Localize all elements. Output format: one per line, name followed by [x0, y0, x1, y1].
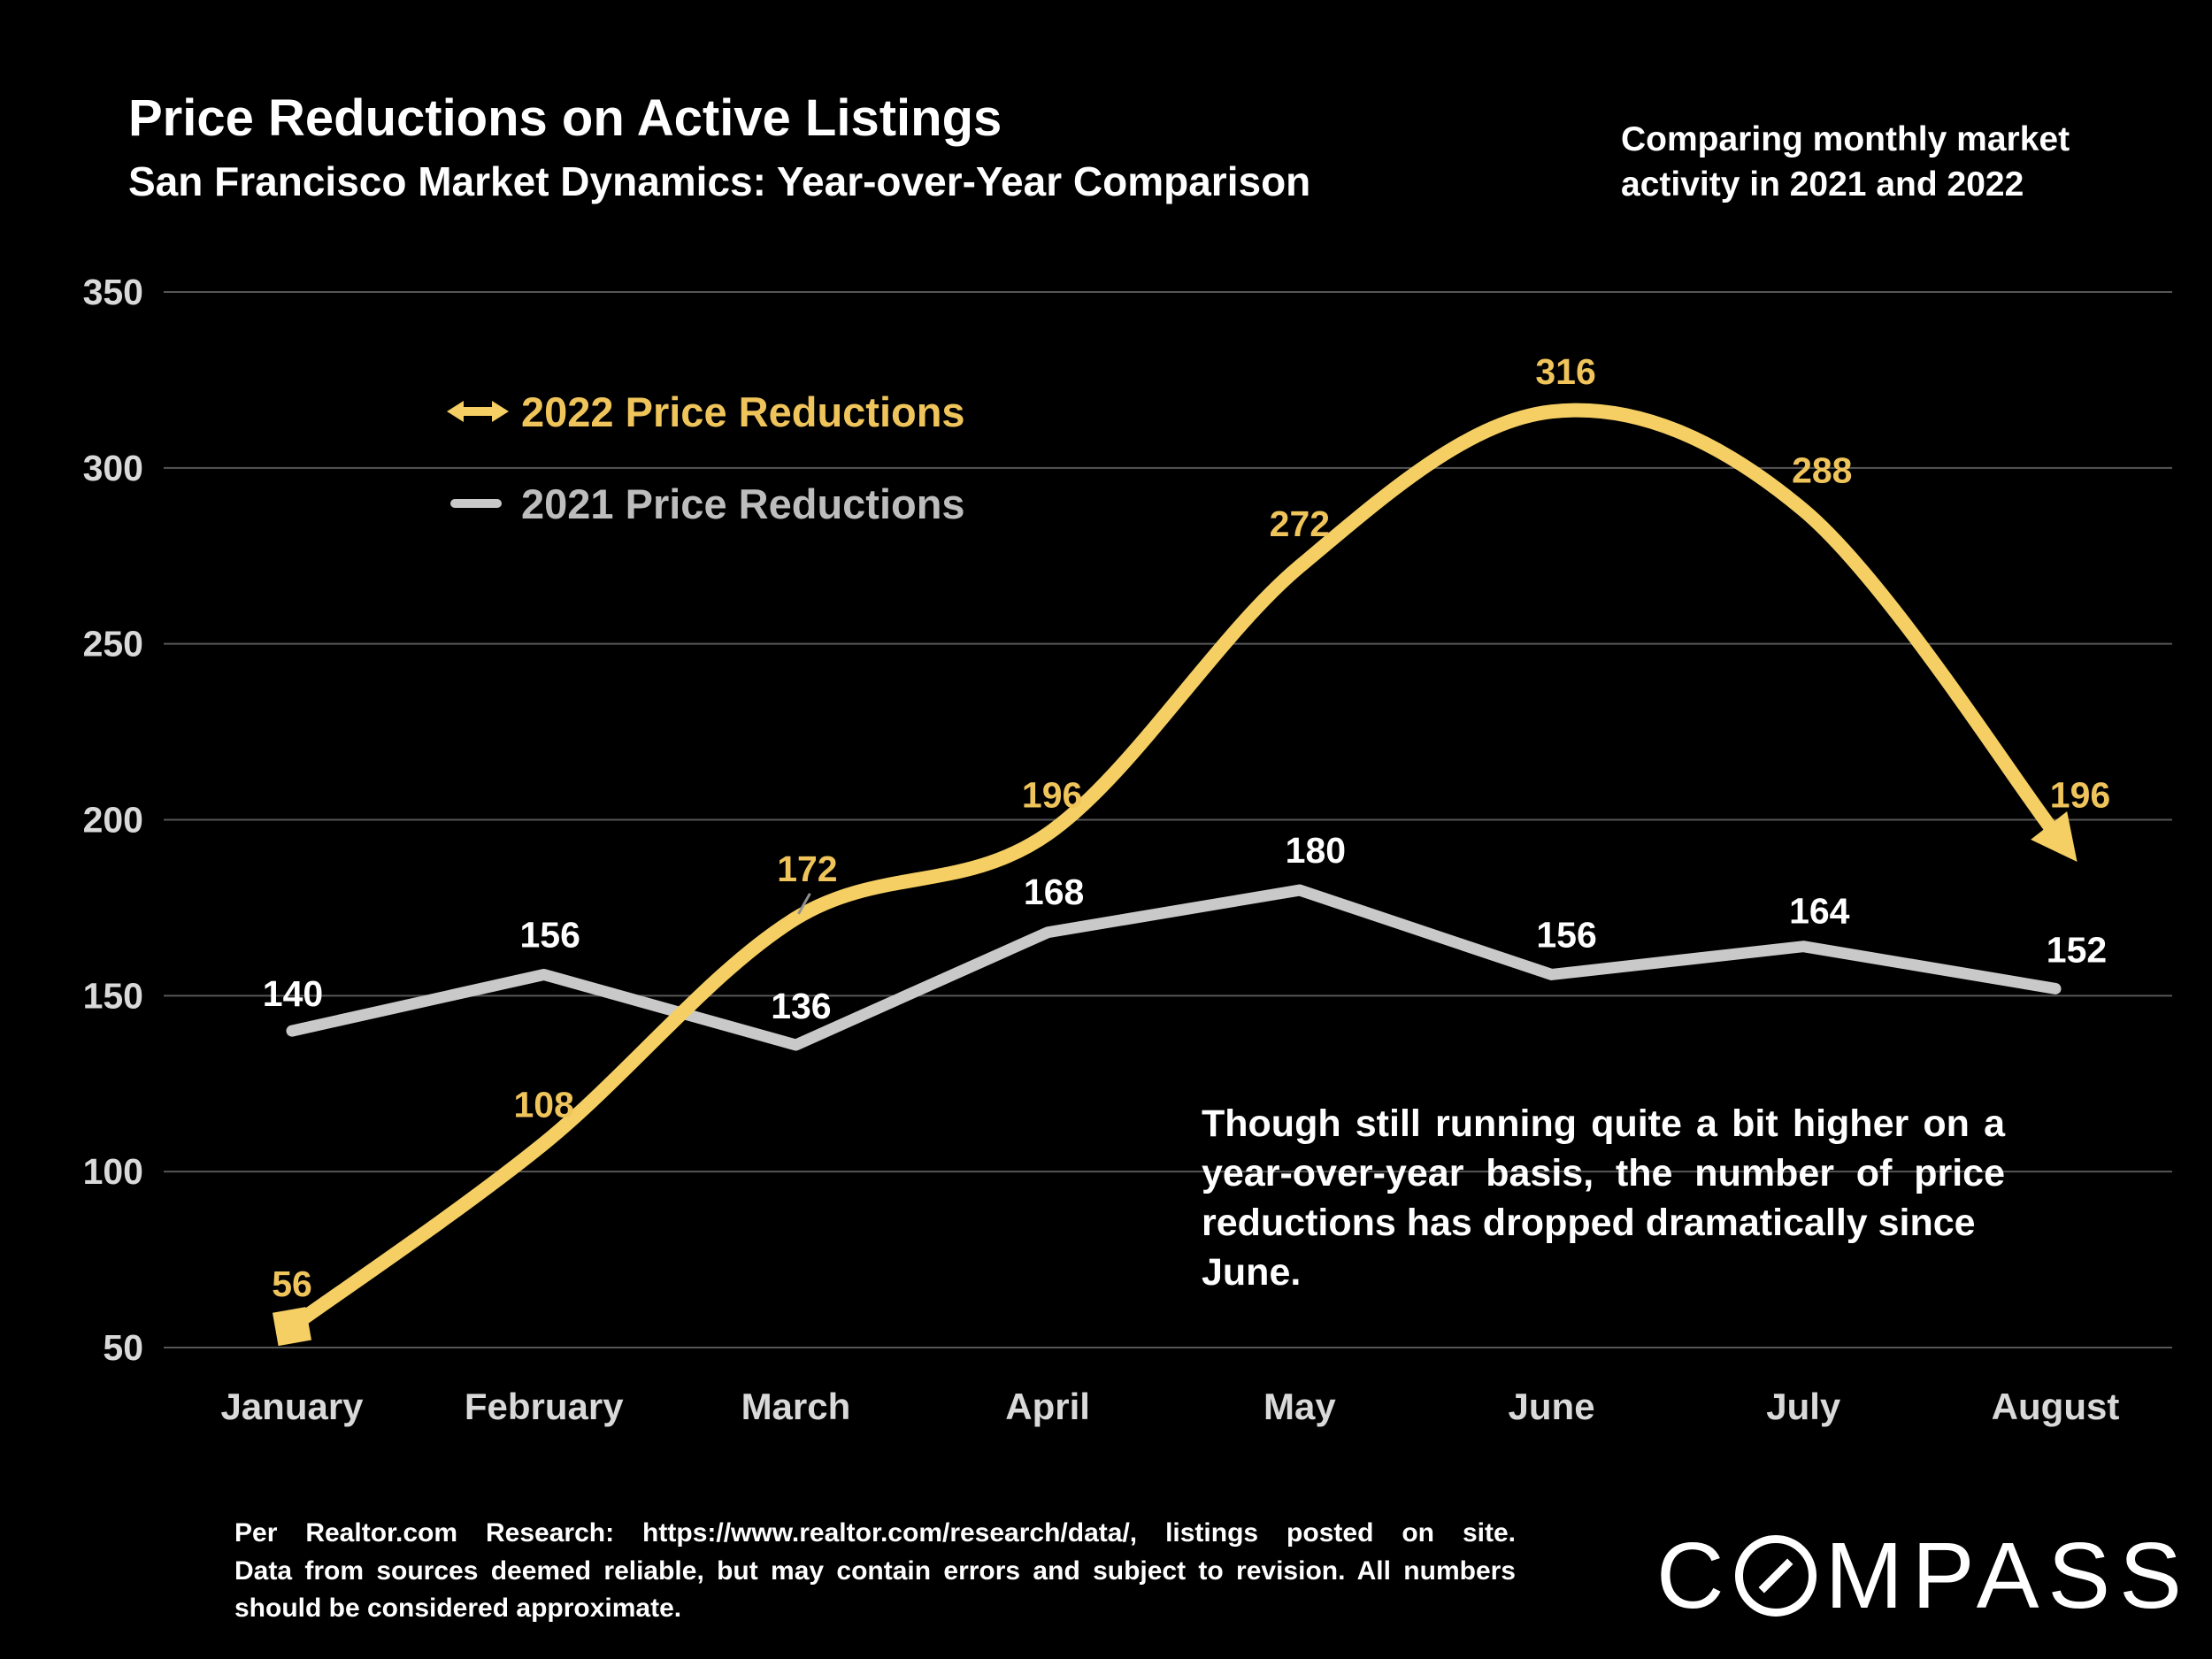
- footer-line: Per Realtor.com Research: https://www.re…: [234, 1518, 1516, 1548]
- legend-item-2022: 2022 Price Reductions: [447, 379, 965, 444]
- legend-label-2022: 2022 Price Reductions: [521, 388, 965, 435]
- logo-letters-mpass: MPASS: [1824, 1524, 2191, 1628]
- data-label-2022: 316: [1535, 351, 1595, 392]
- data-label-2021: 168: [1024, 872, 1084, 912]
- legend: 2022 Price Reductions 2021 Price Reducti…: [447, 379, 965, 563]
- dash-icon: [450, 499, 502, 508]
- compass-logo: C MPASS: [1656, 1529, 2191, 1623]
- legend-item-2021: 2021 Price Reductions: [447, 471, 965, 536]
- data-label-2022: 56: [272, 1263, 312, 1304]
- line-2022: [285, 403, 2062, 1334]
- y-axis-tick-label: 50: [103, 1327, 143, 1368]
- source-disclaimer: Per Realtor.com Research: https://www.re…: [234, 1515, 1516, 1628]
- x-axis-month-label: January: [220, 1386, 364, 1427]
- x-axis-month-label: April: [1005, 1386, 1090, 1427]
- x-axis-month-label: February: [465, 1386, 624, 1427]
- header-note-line: activity in 2021 and 2022: [1621, 165, 2024, 204]
- data-label-2021: 152: [2047, 929, 2107, 970]
- line-2021: [286, 884, 2062, 1051]
- page-subtitle: San Francisco Market Dynamics: Year-over…: [128, 158, 1311, 204]
- compass-o-icon: [1734, 1535, 1816, 1617]
- y-axis-tick-label: 200: [83, 800, 143, 841]
- header-note-line: Comparing monthly market: [1621, 120, 2070, 158]
- y-axis-tick-label: 250: [83, 624, 143, 664]
- data-label-2022: 272: [1270, 503, 1330, 544]
- data-label-2022: 288: [1792, 450, 1852, 491]
- logo-letter-c: C: [1656, 1524, 1733, 1628]
- data-label-2021: 180: [1286, 830, 1346, 871]
- annotation-line: year-over-year basis, the number of pric…: [1202, 1151, 2005, 1194]
- label-leader-line: [797, 893, 811, 915]
- header-note: Comparing monthly market activity in 202…: [1621, 117, 2116, 208]
- data-label-2022: 196: [1022, 774, 1082, 815]
- page-title: Price Reductions on Active Listings: [128, 89, 1002, 147]
- y-axis-tick-label: 300: [83, 448, 143, 488]
- start-square-marker: [272, 1307, 312, 1347]
- data-label-2021: 136: [771, 986, 831, 1026]
- data-label-2021: 156: [520, 914, 580, 955]
- x-axis-month-label: June: [1509, 1386, 1595, 1427]
- x-axis-month-label: May: [1263, 1386, 1336, 1427]
- footer-line: Data from sources deemed reliable, but m…: [234, 1555, 1516, 1586]
- annotation-text: Though still running quite a bit higher …: [1202, 1100, 2005, 1298]
- x-axis-month-label: March: [741, 1386, 851, 1427]
- double-arrow-icon: [447, 401, 509, 422]
- end-arrow-marker: [2031, 810, 2078, 862]
- data-label-2021: 140: [263, 973, 323, 1014]
- annotation-line: reductions has dropped dramatically sinc…: [1202, 1201, 1976, 1294]
- data-label-2021: 164: [1789, 891, 1850, 932]
- footer-line: should be considered approximate.: [234, 1594, 682, 1624]
- data-label-2022: 108: [514, 1084, 574, 1125]
- x-axis-month-label: July: [1766, 1386, 1841, 1427]
- y-axis-tick-label: 100: [83, 1151, 143, 1192]
- y-axis-tick-label: 350: [83, 272, 143, 312]
- data-label-2022: 196: [2050, 774, 2110, 815]
- x-axis-month-label: August: [1992, 1386, 2120, 1427]
- legend-label-2021: 2021 Price Reductions: [521, 480, 965, 527]
- data-label-2021: 156: [1536, 914, 1596, 955]
- data-label-2022: 172: [777, 849, 837, 889]
- y-axis-tick-label: 150: [83, 975, 143, 1016]
- annotation-line: Though still running quite a bit higher …: [1202, 1102, 2005, 1145]
